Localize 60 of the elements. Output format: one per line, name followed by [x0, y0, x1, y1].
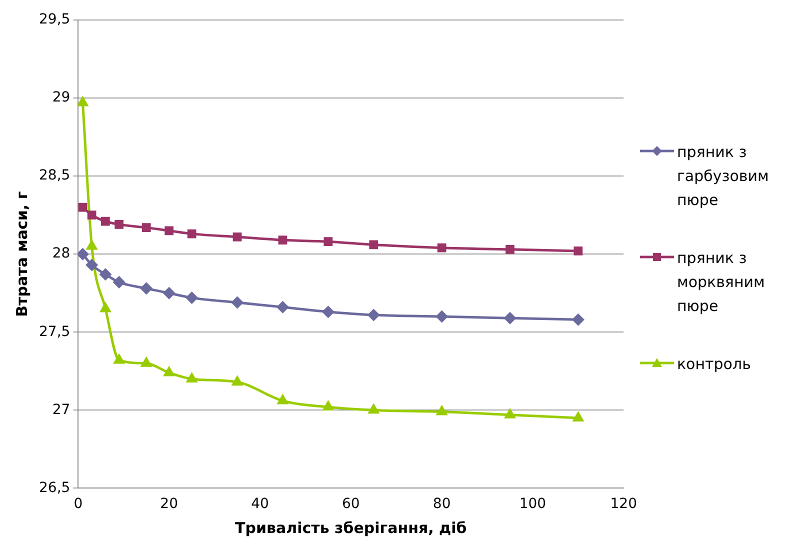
y-tick-label: 27,5 — [39, 324, 70, 340]
point — [368, 404, 379, 414]
point — [142, 223, 151, 232]
point — [186, 292, 198, 304]
y-tick-label: 28,5 — [39, 168, 70, 184]
point — [86, 259, 98, 271]
point — [437, 243, 446, 252]
x-axis-title: Тривалість зберігання, діб — [235, 518, 467, 537]
point — [278, 395, 288, 404]
x-tick-label: 80 — [432, 496, 451, 512]
x-tick-label: 0 — [74, 496, 83, 512]
point — [232, 296, 244, 308]
point — [100, 268, 112, 280]
point — [504, 409, 516, 418]
x-tick-label: 120 — [610, 496, 638, 512]
point — [436, 310, 448, 322]
y-tick-label: 28 — [52, 246, 70, 262]
point — [101, 216, 110, 226]
y-tick-label: 29,5 — [39, 12, 70, 28]
point — [278, 236, 288, 244]
y-axis-title: Втрата маси, г — [12, 191, 31, 317]
point — [78, 248, 88, 260]
point — [572, 314, 584, 326]
point — [186, 373, 197, 382]
point — [114, 354, 124, 364]
point — [436, 406, 447, 416]
point — [506, 244, 514, 254]
point — [574, 246, 583, 256]
legend-label: пряник з морквяним пюре — [677, 248, 766, 317]
point — [322, 306, 334, 318]
point — [86, 240, 97, 250]
point — [164, 226, 174, 236]
x-tick-label: 100 — [519, 496, 546, 512]
y-tick-label: 27 — [52, 402, 70, 418]
point — [232, 232, 242, 242]
point — [276, 301, 288, 313]
x-tick-label: 20 — [160, 496, 178, 512]
point — [369, 240, 378, 250]
x-tick-label: 40 — [251, 496, 269, 512]
legend-label: пряник з гарбузовим пюре — [677, 142, 770, 211]
point — [323, 401, 334, 411]
point — [324, 237, 333, 246]
point — [573, 412, 584, 422]
point — [187, 229, 196, 238]
point — [164, 366, 174, 376]
point — [163, 287, 175, 299]
point — [141, 358, 152, 367]
point — [114, 220, 124, 229]
point — [232, 376, 242, 386]
legend-label: контроль — [677, 354, 751, 375]
y-tick-label: 29 — [52, 90, 70, 106]
point — [78, 202, 88, 212]
point — [113, 276, 125, 288]
point — [368, 309, 380, 321]
x-tick-label: 60 — [342, 496, 360, 512]
point — [87, 210, 96, 220]
y-tick-label: 26,5 — [39, 480, 70, 496]
point — [140, 282, 152, 294]
point — [100, 302, 111, 312]
point — [504, 312, 516, 324]
